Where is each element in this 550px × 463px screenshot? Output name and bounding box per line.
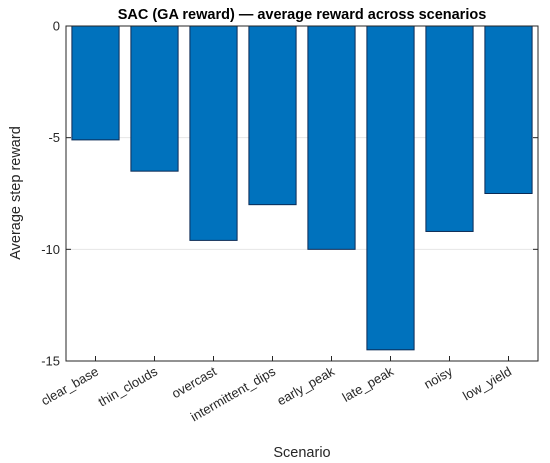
x-tick-label: noisy <box>421 363 455 391</box>
y-tick-label: -10 <box>41 242 60 257</box>
y-tick-label: -5 <box>48 130 60 145</box>
x-tick-label: overcast <box>169 363 219 401</box>
bar-overcast <box>189 25 238 241</box>
y-tick-label: -15 <box>41 354 60 369</box>
x-tick-label: late_peak <box>340 363 397 404</box>
y-axis-ticks: -15 -10 -5 0 <box>41 19 538 369</box>
bar-low-yield <box>484 25 533 194</box>
x-axis-label: Scenario <box>273 445 330 461</box>
bar-noisy <box>425 25 474 232</box>
x-tick-label: thin_clouds <box>96 363 161 409</box>
bar-clear-base <box>71 25 120 141</box>
y-tick-label: 0 <box>53 19 60 34</box>
x-tick-label: early_peak <box>274 363 337 408</box>
y-axis-label: Average step reward <box>8 126 24 260</box>
bar-intermittent-dips <box>248 25 297 206</box>
bar-early-peak <box>307 25 356 250</box>
bars <box>71 25 533 351</box>
x-tick-label: clear_base <box>38 364 101 409</box>
bar-thin-clouds <box>130 25 179 172</box>
plot-frame <box>65 25 539 362</box>
x-tick-label: low_yield <box>460 364 514 404</box>
chart-title: SAC (GA reward) — average reward across … <box>118 7 487 23</box>
bar-late-peak <box>366 25 415 351</box>
